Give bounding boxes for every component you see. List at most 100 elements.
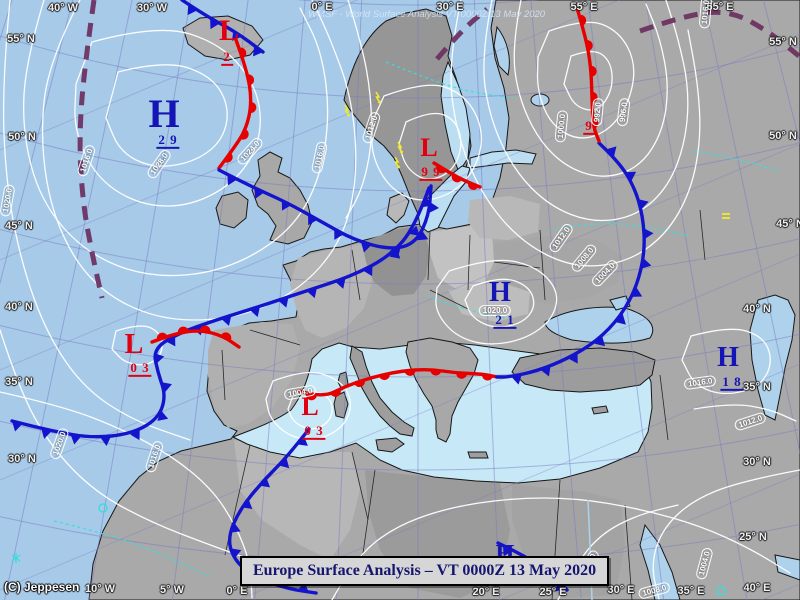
graticule-parallel [0, 228, 800, 285]
cold-front-triangle [640, 258, 652, 269]
isobar-value: 1000.0 [554, 109, 569, 143]
watermark-text: WMSF - World Surface Analysis VT 0000Z 1… [308, 9, 546, 20]
pressure-center-value: 0 3 [302, 423, 326, 441]
cold-front-triangle [625, 171, 637, 182]
isobar-line [331, 497, 791, 600]
equals-symbol [722, 213, 730, 219]
country-france [290, 244, 372, 338]
warm-front-semicircle [305, 393, 317, 401]
latitude-label: 30° N [743, 456, 771, 468]
cold-front [10, 186, 431, 439]
cold-front-triangle [241, 498, 253, 510]
cold-front [217, 168, 433, 250]
isobar-value-label: 1016.0 [694, 0, 715, 29]
pressure-center-low: L [218, 14, 240, 47]
latitude-label: 50° N [8, 131, 36, 143]
latitude-label: 55° N [7, 33, 35, 45]
cold-front-triangle [230, 548, 242, 559]
pressure-center-low: L [301, 392, 319, 421]
warm-front-semicircle [249, 102, 257, 114]
warm-front-semicircle [590, 65, 597, 77]
isobar-line [0, 329, 253, 561]
isobar-line [450, 0, 701, 267]
warm-front-semicircle [451, 174, 463, 183]
isobar-line [464, 278, 535, 328]
cold-front-triangle [259, 477, 271, 488]
cold-front-triangle [227, 174, 238, 186]
lightning-symbol [397, 141, 404, 154]
warm-front-semicircle [430, 369, 442, 376]
isobar-line [23, 0, 329, 277]
cyan-dashed-line [553, 222, 690, 237]
trough-layer [77, 0, 800, 299]
island-sicily [375, 437, 405, 453]
graticule-parallel [299, 0, 537, 6]
isobar-line [435, 259, 558, 345]
cold-front-triangle [417, 230, 429, 241]
warm-front-semicircle [591, 91, 598, 103]
cold-front-triangle [232, 30, 243, 41]
isobar-line [536, 21, 635, 139]
graticule-meridian [587, 0, 665, 600]
warm-front-semicircle [592, 117, 599, 129]
warm-front-semicircle [221, 332, 232, 342]
lightning-symbol [375, 91, 382, 104]
longitude-label: 65° E [706, 1, 734, 13]
warm-front [432, 161, 482, 189]
warm-front [217, 38, 253, 170]
longitude-label: 20° E [472, 586, 500, 598]
pressure-center-value: 9 9 [419, 164, 443, 182]
cold-front-triangle [297, 581, 309, 592]
symbol-layer [11, 91, 730, 596]
isobar-line [74, 29, 261, 207]
longitude-label: 10° W [84, 583, 116, 595]
latitude-label: 40° N [743, 303, 771, 315]
pressure-center-value: 0 3 [128, 360, 152, 378]
warm-front-semicircle [436, 164, 447, 174]
isobar-line [681, 328, 771, 395]
graticule-diagonal [236, 363, 800, 600]
longitude-label: 5° W [160, 584, 184, 596]
cold-front-triangle [362, 265, 373, 277]
isobar-line [693, 404, 797, 422]
isobar-value-label: 1000.0 [549, 109, 570, 143]
landmass-great-britain [251, 151, 313, 245]
pressure-center-high: H [489, 277, 511, 308]
graticule-meridian [171, 0, 249, 600]
cold-front-triangle [409, 225, 420, 236]
pressure-center-high: H [148, 91, 180, 136]
red-sea [639, 523, 681, 600]
cold-front-triangle [100, 436, 112, 447]
island-crete [467, 451, 489, 459]
longitude-label: 35° E [677, 585, 705, 597]
isobar-line [398, 112, 462, 180]
isobar-line [652, 469, 800, 600]
pressure-center-value: 9 [583, 118, 595, 136]
trough-line [435, 7, 489, 61]
isobar-value: 1016.0 [683, 374, 718, 391]
cold-front-triangle [334, 228, 344, 240]
cold-front-triangle [297, 435, 308, 446]
graticule-parallel [0, 132, 800, 192]
isobar-line [345, 0, 373, 219]
circle-symbol [98, 503, 108, 513]
cold-front-triangle [157, 410, 169, 421]
warm-front-semicircle [354, 379, 365, 388]
graticule-meridian [644, 0, 748, 600]
cold-front-triangle [511, 374, 522, 385]
black-sea [544, 306, 654, 344]
landmass-denmark [386, 192, 410, 224]
longitude-label: 0° E [311, 1, 333, 13]
graticule-meridian [4, 0, 133, 600]
warm-front-semicircle [404, 369, 416, 376]
cyan-dashed-line [693, 150, 782, 173]
graticule-diagonal [498, 473, 800, 600]
trough-line [77, 0, 105, 299]
pressure-center-high: H [717, 342, 739, 373]
warm-front-semicircle [467, 182, 479, 190]
persian-gulf [774, 554, 800, 581]
cold-front-triangle [249, 306, 261, 318]
lightning-symbol [344, 104, 351, 117]
isobar-line [265, 371, 352, 441]
